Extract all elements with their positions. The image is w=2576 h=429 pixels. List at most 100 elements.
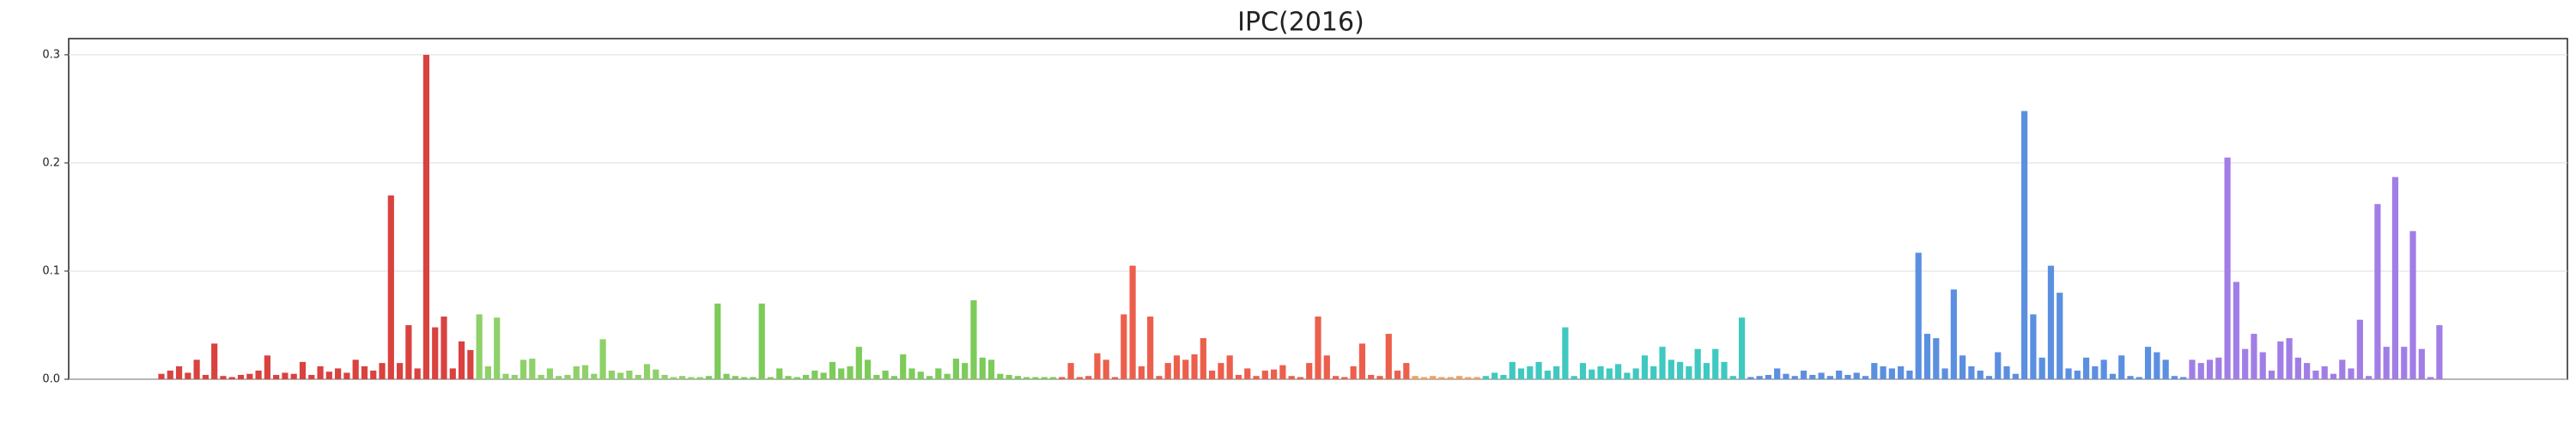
bar: [1376, 376, 1383, 379]
bar: [581, 365, 589, 379]
bar: [1111, 377, 1119, 379]
bar: [617, 372, 624, 379]
bar: [1482, 376, 1489, 379]
bar: [2312, 370, 2319, 379]
bar: [591, 373, 598, 379]
bar: [2418, 348, 2425, 379]
bar: [1394, 370, 1401, 379]
bar: [608, 370, 615, 379]
bar: [1527, 366, 1534, 379]
bar: [1182, 360, 1189, 379]
bar: [2366, 376, 2372, 379]
bar: [1323, 355, 1330, 379]
bar: [900, 354, 907, 379]
bar: [1430, 376, 1437, 379]
bar: [193, 360, 200, 379]
bar: [299, 361, 307, 379]
bar: [573, 366, 580, 379]
bar: [653, 369, 659, 379]
bar: [1121, 314, 1127, 379]
bar: [2012, 373, 2019, 379]
bar: [1624, 372, 1631, 379]
bar: [1226, 355, 1233, 379]
bar: [511, 374, 518, 379]
bar: [1553, 366, 1560, 379]
bar: [1218, 363, 1224, 379]
bar: [1977, 370, 1984, 379]
bar: [1836, 370, 1843, 379]
bar: [2154, 352, 2160, 379]
bar: [2171, 376, 2178, 379]
bar: [2189, 360, 2196, 379]
bar: [1915, 252, 1922, 379]
bar: [1933, 338, 1940, 379]
bar: [1500, 374, 1507, 379]
bar: [2057, 293, 2063, 379]
bar: [1853, 372, 1860, 379]
y-tick-label: 0.1: [42, 264, 60, 277]
bar: [476, 314, 483, 379]
bar: [626, 370, 633, 379]
bar: [158, 373, 165, 379]
bar: [502, 373, 509, 379]
bar: [1544, 370, 1551, 379]
bar: [1535, 361, 1542, 379]
bar: [2286, 338, 2293, 379]
bar: [246, 373, 253, 379]
bar: [864, 360, 872, 379]
bar: [962, 363, 969, 379]
bar: [405, 324, 412, 379]
bar: [696, 377, 703, 379]
bar: [2356, 319, 2363, 379]
bar: [1650, 366, 1657, 379]
bar: [1995, 352, 2002, 379]
bar: [1332, 376, 1340, 379]
bar: [2339, 360, 2346, 379]
bar: [1473, 377, 1480, 379]
bar: [273, 374, 280, 379]
bar: [1156, 376, 1163, 379]
bar: [1729, 376, 1736, 379]
bar: [1059, 377, 1066, 379]
bar: [917, 372, 924, 379]
bar: [2374, 203, 2381, 379]
bar: [1455, 376, 1463, 379]
bar: [1589, 369, 1595, 379]
bar: [1403, 363, 1410, 379]
bar: [564, 374, 571, 379]
bar: [1844, 374, 1851, 379]
bar: [211, 343, 218, 379]
bar: [1438, 377, 1445, 379]
bar: [803, 374, 810, 379]
bar: [2294, 357, 2301, 379]
bar: [2268, 370, 2275, 379]
bar: [1492, 372, 1498, 379]
bar: [2030, 314, 2037, 379]
bar: [290, 373, 297, 379]
bar: [467, 349, 474, 379]
bar: [829, 361, 836, 379]
bar: [2082, 357, 2090, 379]
bar: [838, 368, 845, 379]
bar: [1791, 376, 1798, 379]
bar: [635, 374, 641, 379]
bar: [335, 368, 342, 379]
bar: [1041, 377, 1048, 379]
bar: [750, 377, 756, 379]
bar: [688, 377, 695, 379]
bar: [732, 376, 738, 379]
bar: [1279, 365, 1286, 379]
y-tick-label: 0.2: [42, 156, 60, 169]
bar: [538, 374, 544, 379]
bar: [1871, 363, 1878, 379]
chart-title: IPC(2016): [1237, 8, 1364, 38]
bar: [2215, 357, 2222, 379]
bar: [1368, 374, 1375, 379]
bar: [1067, 363, 1074, 379]
bar: [2409, 231, 2416, 379]
bar: [1420, 377, 1427, 379]
bar: [1191, 354, 1198, 379]
bar: [2144, 347, 2152, 379]
bar: [1968, 366, 1975, 379]
